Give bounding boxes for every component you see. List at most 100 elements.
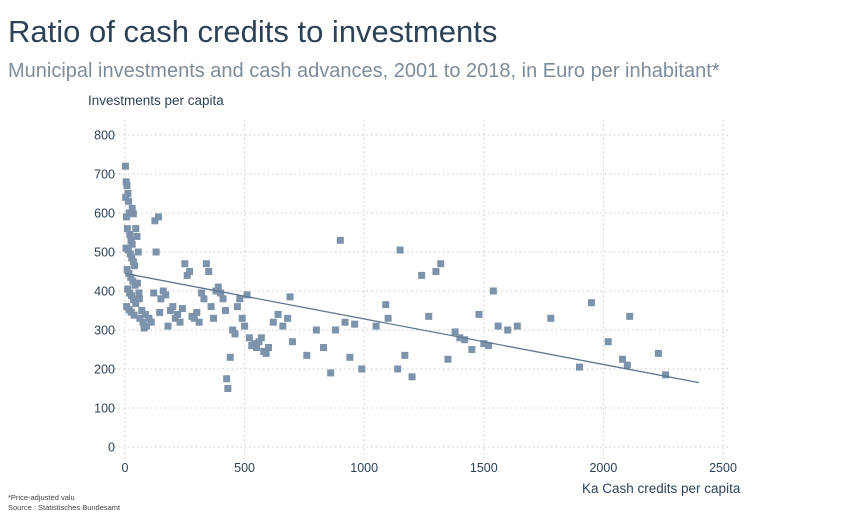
data-point [513, 322, 521, 330]
data-point [262, 349, 270, 357]
data-point [169, 303, 177, 311]
y-tick-label: 200 [94, 363, 115, 377]
data-point [124, 246, 132, 254]
y-tick-label: 500 [94, 246, 115, 260]
data-point [238, 314, 246, 322]
data-point [243, 291, 251, 299]
data-point [224, 385, 232, 392]
data-point [626, 312, 634, 320]
data-point [245, 334, 253, 342]
data-point [124, 190, 132, 197]
chart-title: Ratio of cash credits to investments [8, 14, 498, 49]
x-tick-label: 1000 [350, 461, 378, 475]
data-point [122, 213, 130, 221]
y-tick-label: 600 [94, 207, 115, 221]
data-point [122, 178, 130, 186]
data-point [401, 351, 409, 359]
data-point [250, 340, 258, 348]
data-point [171, 314, 179, 322]
x-axis-label: Ka Cash credits per capita [582, 481, 741, 496]
data-point [133, 232, 141, 240]
data-point [210, 314, 218, 322]
data-point [619, 355, 627, 363]
data-point [221, 307, 229, 314]
y-tick-label: 0 [108, 441, 115, 455]
data-point [489, 287, 497, 295]
data-point [408, 373, 416, 381]
data-point [257, 334, 265, 342]
data-point [128, 254, 136, 262]
data-point [623, 361, 631, 369]
data-point [437, 260, 445, 268]
data-point [604, 338, 612, 346]
data-point [468, 346, 476, 353]
data-point [205, 268, 213, 275]
data-point [346, 353, 354, 361]
y-tick-label: 800 [94, 129, 115, 143]
data-point [123, 225, 131, 233]
data-point [425, 312, 433, 320]
data-point [274, 310, 282, 318]
data-point [662, 371, 670, 379]
data-point [130, 311, 138, 319]
data-point [219, 295, 227, 303]
data-point [312, 326, 320, 334]
data-point [485, 342, 493, 350]
data-point [654, 349, 662, 357]
data-point [372, 322, 380, 330]
data-point [159, 287, 167, 295]
data-point [253, 344, 261, 352]
data-point [157, 295, 165, 303]
data-point [162, 291, 170, 299]
data-point [138, 307, 146, 314]
data-point [132, 225, 140, 233]
data-point [151, 217, 159, 225]
data-point [174, 310, 182, 318]
y-tick-label: 400 [94, 285, 115, 299]
x-tick-label: 2000 [589, 461, 617, 475]
data-point [150, 289, 158, 297]
data-point [269, 318, 277, 326]
data-point [186, 268, 194, 275]
chart-subtitle: Municipal investments and cash advances,… [8, 60, 720, 82]
data-point [195, 318, 203, 326]
y-tick-label: 700 [94, 168, 115, 182]
data-point [587, 299, 595, 307]
data-point [327, 369, 335, 377]
y-axis-label: Investments per capita [88, 93, 224, 108]
y-tick-label: 300 [94, 324, 115, 338]
data-point [139, 318, 147, 326]
data-point [461, 336, 469, 344]
data-point [141, 310, 149, 318]
data-point [202, 260, 210, 268]
data-point [451, 328, 459, 336]
data-point [432, 268, 440, 275]
data-point [226, 353, 234, 361]
data-point [341, 318, 349, 326]
data-point [127, 292, 135, 300]
data-point [444, 355, 452, 363]
data-point [279, 322, 287, 330]
data-point [255, 338, 263, 346]
data-point [200, 295, 208, 303]
data-point [394, 365, 402, 373]
data-point [231, 330, 239, 338]
data-point [207, 303, 215, 311]
data-point [135, 295, 143, 303]
data-point [358, 365, 366, 373]
data-point [125, 269, 133, 277]
data-point [223, 375, 231, 383]
data-point [123, 182, 131, 190]
data-point [193, 308, 201, 316]
data-point [123, 266, 131, 274]
data-point [190, 314, 198, 322]
data-point [129, 277, 137, 285]
data-point [288, 338, 296, 346]
data-point [382, 301, 390, 309]
data-point [127, 236, 135, 244]
data-point [265, 344, 273, 352]
data-point [124, 285, 132, 293]
data-point [336, 236, 344, 244]
y-tick-label: 100 [94, 402, 115, 416]
